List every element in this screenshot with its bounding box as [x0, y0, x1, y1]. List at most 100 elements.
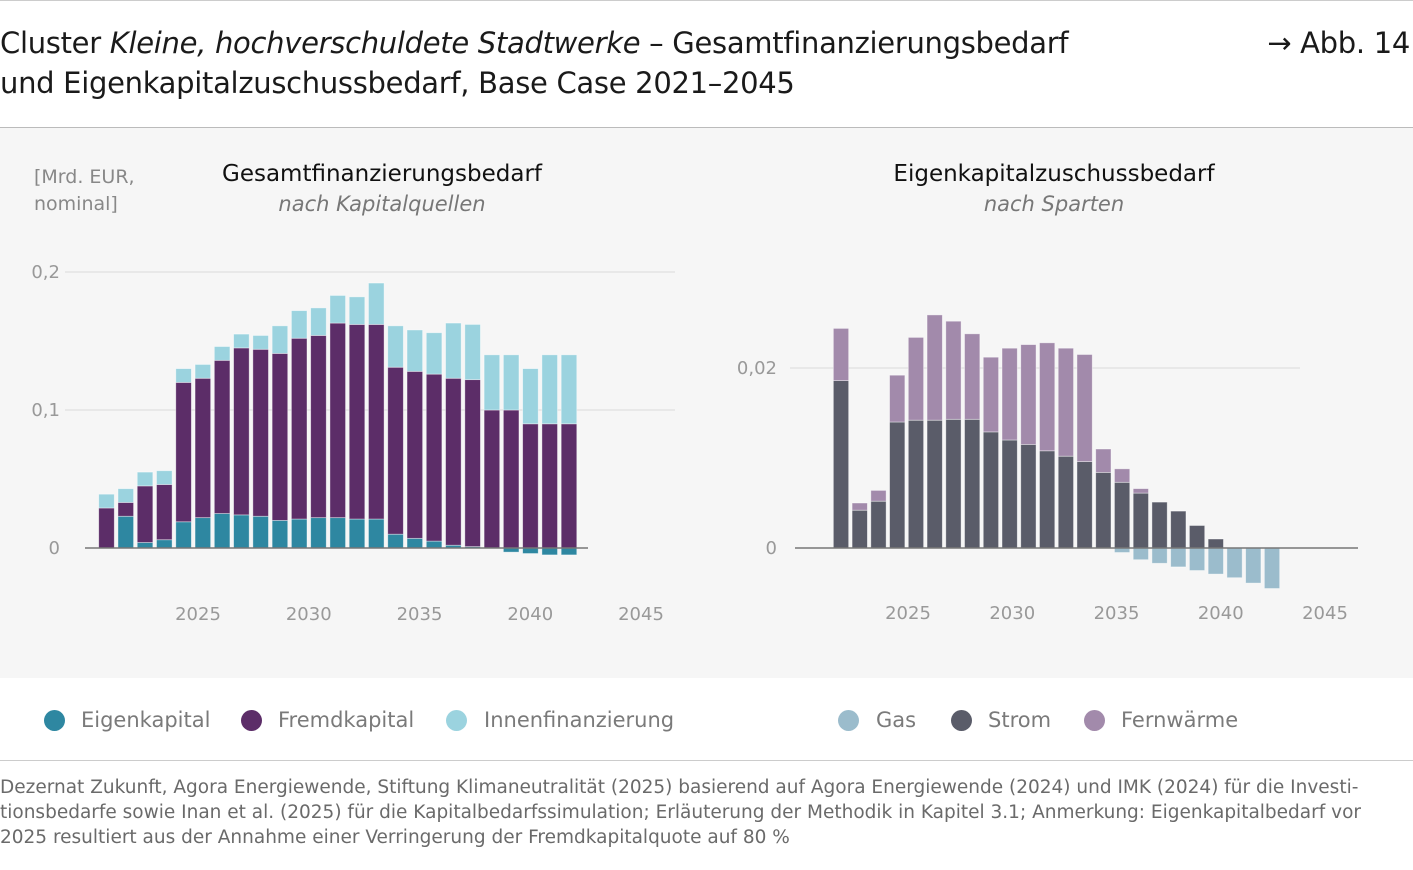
left-bar-fremdkapital-2021: [98, 507, 115, 549]
right-bar-fernwaerme-2022: [832, 327, 850, 381]
right-bar-fernwaerme-2025: [889, 374, 906, 423]
legend-label-strom: Strom: [988, 708, 1052, 732]
right-bar-gas-2044: [1245, 547, 1262, 584]
left-bar-innenfinanzierung-2030: [271, 325, 289, 354]
right-bar-strom-2036: [1095, 471, 1112, 549]
left-bar-innenfinanzierung-2022: [117, 488, 134, 503]
left-bar-innenfinanzierung-2044: [541, 354, 558, 425]
left-bar-fremdkapital-2044: [541, 423, 558, 549]
left-bar-innenfinanzierung-2021: [98, 493, 115, 509]
left-bar-fremdkapital-2031: [290, 337, 308, 520]
left-bar-eigenkapital-2045: [560, 547, 578, 556]
right-bar-fernwaerme-2030: [982, 356, 999, 433]
left-bar-eigenkapital-2043: [522, 547, 539, 554]
right-xtick-label: 2045: [1302, 603, 1348, 624]
left-bar-eigenkapital-2032: [310, 517, 327, 549]
right-bar-strom-2031: [1001, 439, 1018, 549]
top-rule: [0, 0, 1413, 1]
legend-swatch-fernwaerme: [1084, 710, 1105, 731]
right-xtick-label: 2025: [885, 603, 931, 624]
figure-title-line2: und Eigenkapitalzuschussbedarf, Base Cas…: [0, 66, 795, 100]
left-bar-eigenkapital-2031: [290, 518, 308, 549]
right-chart-subtitle: nach Sparten: [983, 192, 1125, 216]
right-bar-strom-2024: [870, 500, 887, 549]
right-bar-fernwaerme-2031: [1001, 347, 1018, 441]
unit-label-line1: [Mrd. EUR,: [34, 166, 135, 188]
left-bar-eigenkapital-2035: [368, 518, 385, 549]
left-bar-fremdkapital-2027: [213, 359, 231, 514]
left-bar-innenfinanzierung-2042: [502, 354, 520, 411]
left-bar-innenfinanzierung-2028: [233, 333, 250, 349]
right-bar-fernwaerme-2038: [1132, 488, 1149, 494]
title-prefix: Cluster: [0, 26, 110, 60]
left-bar-fremdkapital-2023: [136, 485, 154, 543]
right-bar-gas-2043: [1226, 547, 1243, 579]
left-bar-innenfinanzierung-2025: [175, 368, 192, 383]
right-bar-gas-2038: [1132, 547, 1149, 561]
footer-rule: [0, 760, 1413, 761]
legend-swatch-strom: [951, 710, 972, 731]
left-bar-eigenkapital-2038: [425, 540, 443, 549]
right-bar-strom-2034: [1057, 455, 1074, 549]
left-bar-innenfinanzierung-2032: [310, 307, 327, 336]
left-bar-innenfinanzierung-2027: [213, 346, 231, 361]
left-xtick-label: 2025: [175, 604, 221, 625]
left-bar-fremdkapital-2037: [406, 370, 424, 539]
right-bar-fernwaerme-2032: [1020, 344, 1037, 445]
left-bar-fremdkapital-2034: [348, 324, 366, 520]
right-bar-fernwaerme-2037: [1114, 468, 1131, 483]
right-bar-strom-2026: [907, 419, 925, 549]
left-bar-innenfinanzierung-2034: [348, 296, 366, 325]
legend-label-eigenkapital: Eigenkapital: [81, 708, 211, 732]
figure-reference: → Abb. 14: [1267, 26, 1410, 60]
right-xtick-label: 2040: [1198, 603, 1244, 624]
figure-title-line1: Cluster Kleine, hochverschuldete Stadtwe…: [0, 23, 1069, 63]
left-bar-innenfinanzierung-2036: [387, 325, 404, 368]
right-bar-strom-2033: [1039, 450, 1056, 549]
unit-label-line2: nominal]: [34, 193, 118, 215]
legend-label-gas: Gas: [876, 708, 917, 732]
left-bar-innenfinanzierung-2037: [406, 329, 424, 372]
right-bar-fernwaerme-2024: [870, 489, 887, 502]
left-bar-eigenkapital-2030: [271, 520, 289, 549]
right-bar-fernwaerme-2023: [851, 502, 868, 511]
right-bar-fernwaerme-2026: [907, 336, 925, 421]
left-bar-innenfinanzierung-2038: [425, 332, 443, 375]
title-suffix: – Gesamtfinanzierungsbedarf: [640, 26, 1069, 60]
left-bar-innenfinanzierung-2023: [136, 471, 154, 487]
right-bar-strom-2037: [1114, 481, 1131, 549]
left-bar-eigenkapital-2025: [175, 521, 192, 549]
left-bar-innenfinanzierung-2043: [522, 368, 539, 425]
right-bar-strom-2028: [945, 418, 962, 549]
left-bar-eigenkapital-2029: [252, 515, 269, 549]
right-bar-strom-2041: [1189, 525, 1206, 549]
legend-swatch-innenfinanzierung: [446, 710, 467, 731]
left-bar-fremdkapital-2025: [175, 381, 192, 523]
right-bar-strom-2038: [1132, 492, 1149, 549]
left-bar-fremdkapital-2033: [329, 322, 346, 519]
right-bar-strom-2029: [964, 418, 981, 549]
right-bar-gas-2041: [1189, 547, 1206, 571]
left-bar-eigenkapital-2034: [348, 518, 366, 549]
legend-swatch-gas: [838, 710, 859, 731]
right-bar-fernwaerme-2033: [1039, 342, 1056, 452]
left-bar-eigenkapital-2024: [156, 539, 173, 549]
left-bar-fremdkapital-2043: [522, 423, 539, 549]
left-bar-fremdkapital-2026: [194, 377, 212, 519]
right-bar-strom-2042: [1207, 538, 1224, 549]
left-bar-innenfinanzierung-2026: [194, 364, 212, 379]
title-cluster-name: Kleine, hochverschuldete Stadtwerke: [109, 26, 641, 60]
left-chart-title: Gesamtfinanzierungsbedarf: [221, 161, 543, 187]
right-bar-strom-2023: [851, 509, 868, 549]
legend-label-innenfinanzierung: Innenfinanzierung: [484, 708, 675, 732]
left-bar-innenfinanzierung-2045: [560, 354, 578, 425]
left-bar-innenfinanzierung-2024: [156, 470, 173, 485]
left-xtick-label: 2030: [286, 604, 332, 625]
left-bar-fremdkapital-2045: [560, 423, 578, 549]
source-note-line2: tionsbedarfe sowie Inan et al. (2025) fü…: [0, 802, 1362, 823]
right-bar-gas-2040: [1170, 547, 1187, 568]
right-bar-strom-2022: [832, 380, 850, 549]
left-bar-innenfinanzierung-2029: [252, 335, 269, 350]
legend-swatch-fremdkapital: [241, 710, 262, 731]
